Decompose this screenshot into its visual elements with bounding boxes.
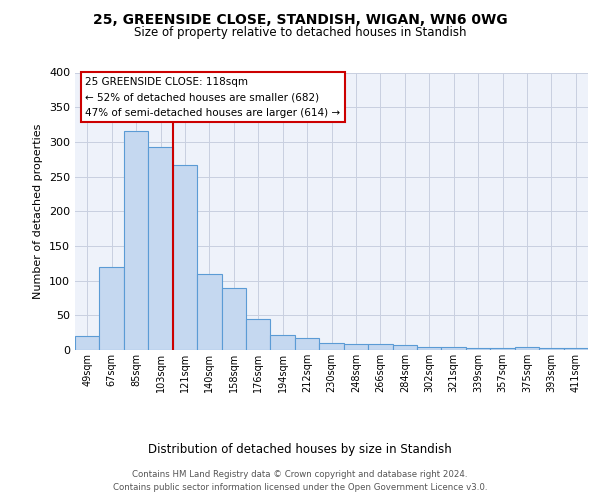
Text: 25 GREENSIDE CLOSE: 118sqm
← 52% of detached houses are smaller (682)
47% of sem: 25 GREENSIDE CLOSE: 118sqm ← 52% of deta… [85,76,340,118]
Bar [442,346,466,350]
Bar [368,344,392,350]
Bar [392,345,417,350]
Text: Contains HM Land Registry data © Crown copyright and database right 2024.: Contains HM Land Registry data © Crown c… [132,470,468,479]
Bar [563,348,588,350]
Bar [221,288,246,350]
Bar [197,274,221,350]
Bar [271,334,295,350]
Bar [319,343,344,350]
Text: Size of property relative to detached houses in Standish: Size of property relative to detached ho… [134,26,466,39]
Bar [75,336,100,350]
Bar [124,132,148,350]
Bar [246,320,271,350]
Bar [417,346,442,350]
Bar [539,348,563,350]
Text: 25, GREENSIDE CLOSE, STANDISH, WIGAN, WN6 0WG: 25, GREENSIDE CLOSE, STANDISH, WIGAN, WN… [92,12,508,26]
Bar [466,348,490,350]
Bar [173,165,197,350]
Bar [295,338,319,350]
Y-axis label: Number of detached properties: Number of detached properties [34,124,43,299]
Bar [148,146,173,350]
Bar [515,346,539,350]
Text: Distribution of detached houses by size in Standish: Distribution of detached houses by size … [148,442,452,456]
Bar [490,348,515,350]
Bar [100,267,124,350]
Bar [344,344,368,350]
Text: Contains public sector information licensed under the Open Government Licence v3: Contains public sector information licen… [113,482,487,492]
